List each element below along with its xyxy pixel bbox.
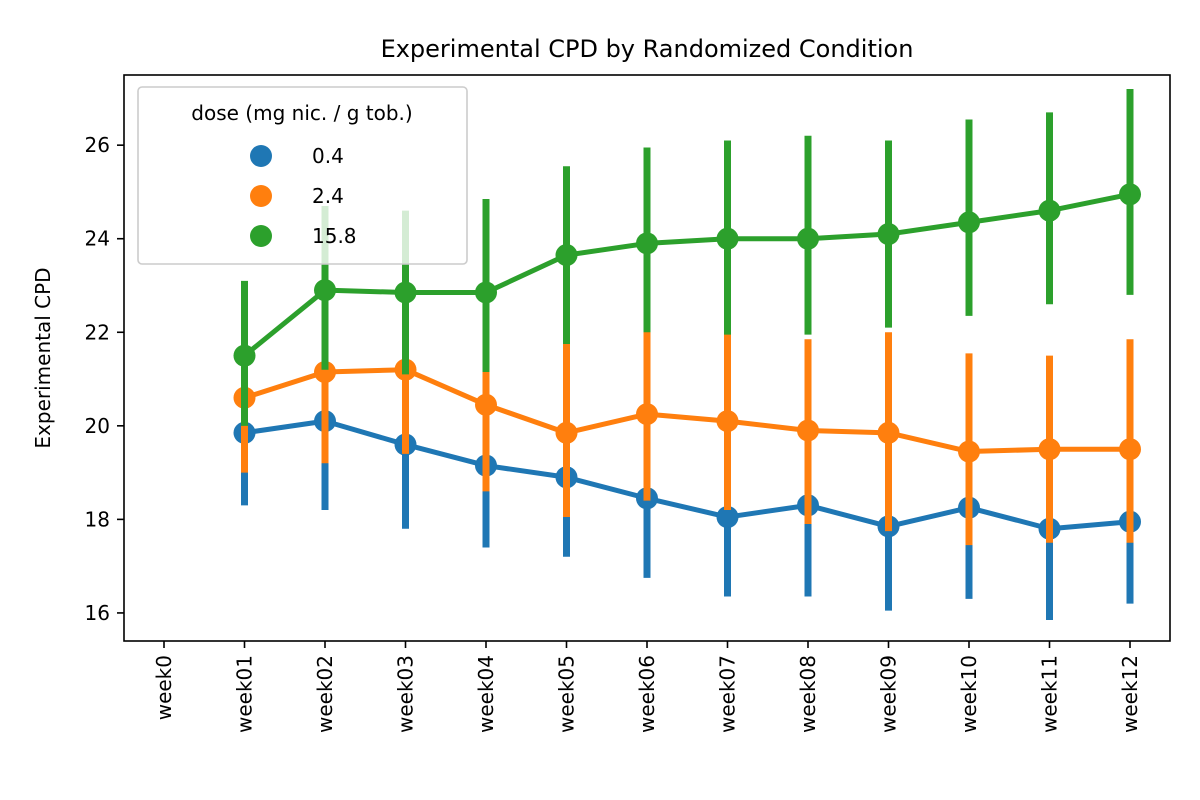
data-point — [636, 403, 658, 426]
data-point — [1038, 438, 1061, 461]
legend-label: 2.4 — [312, 184, 344, 208]
y-axis-label: Experimental CPD — [31, 267, 55, 448]
data-point — [314, 361, 336, 384]
series-line — [243, 367, 1130, 455]
data-point — [555, 244, 578, 267]
y-tick-label: 16 — [85, 601, 110, 625]
data-point — [1119, 438, 1141, 461]
x-tick-label: week06 — [635, 655, 659, 733]
x-tick-label: week10 — [957, 655, 981, 733]
data-point — [1119, 183, 1141, 206]
data-point — [475, 281, 497, 304]
data-point — [877, 421, 900, 444]
legend-box — [137, 86, 468, 265]
axes-layer: 16 18 20 22 24 26 week0 week01 week02 week03 week0… — [85, 74, 1171, 733]
x-tick-label: week12 — [1118, 655, 1142, 733]
y-tick-label: 26 — [85, 133, 110, 157]
data-point — [636, 232, 658, 255]
series-2 — [233, 89, 1141, 426]
data-point — [797, 227, 819, 250]
data-point — [233, 344, 256, 367]
legend-label: 15.8 — [312, 224, 357, 248]
data-point — [958, 440, 980, 463]
x-tick-label: week11 — [1038, 655, 1062, 733]
data-point — [797, 419, 819, 442]
legend-marker — [250, 185, 272, 207]
data-point — [314, 279, 336, 302]
legend-marker — [250, 145, 272, 167]
x-tick-label: week04 — [474, 655, 498, 733]
series-line — [242, 191, 1131, 358]
legend-marker — [250, 225, 272, 247]
x-tick-label: week0 — [152, 655, 176, 720]
x-tick-label: week02 — [313, 655, 337, 733]
data-point — [716, 227, 739, 250]
x-tick-label: week08 — [796, 655, 820, 733]
data-point — [716, 410, 739, 433]
y-tick-label: 18 — [85, 507, 110, 531]
chart-title: Experimental CPD by Randomized Condition — [381, 35, 914, 63]
series-layer — [233, 89, 1141, 620]
data-point — [716, 506, 739, 529]
x-tick-label: week03 — [394, 655, 418, 733]
data-point — [394, 281, 417, 304]
series-line — [244, 418, 1131, 532]
y-tick-label: 22 — [85, 320, 110, 344]
x-tick-label: week07 — [716, 655, 740, 733]
x-tick-label: week01 — [233, 655, 257, 733]
y-tick-label: 24 — [85, 227, 110, 251]
x-tick-label: week09 — [877, 655, 901, 733]
data-point — [1038, 199, 1061, 222]
legend: dose (mg nic. / g tob.) 0.4 2.4 15.8 — [137, 86, 468, 265]
y-tick-label: 20 — [85, 414, 110, 438]
data-point — [877, 223, 900, 246]
legend-label: 0.4 — [312, 144, 344, 168]
legend-title: dose (mg nic. / g tob.) — [191, 101, 412, 125]
x-tick-label: week05 — [555, 655, 579, 733]
data-point — [475, 393, 497, 416]
data-point — [958, 211, 980, 234]
data-point — [555, 421, 578, 444]
